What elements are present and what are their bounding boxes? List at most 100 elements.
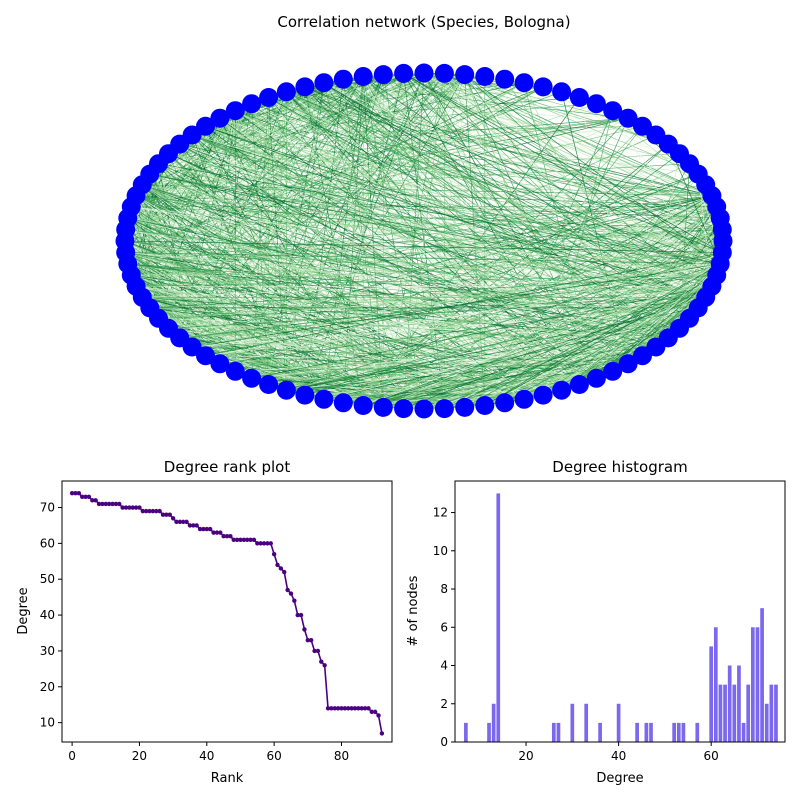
rank-point (123, 505, 129, 510)
network-edge (205, 252, 723, 357)
network-edge (444, 73, 713, 197)
rank-point (143, 508, 149, 514)
rank-y-tick-label: 70 (40, 501, 55, 515)
rank-plot-title: Degree rank plot (164, 458, 291, 476)
network-edge (127, 217, 669, 339)
network-edge (251, 285, 712, 379)
network-node (373, 65, 393, 85)
rank-point (305, 637, 311, 643)
network-edge (127, 263, 656, 348)
network-panel: Correlation network (Species, Bologna) (115, 13, 733, 419)
hist-bar (496, 493, 501, 742)
network-node (495, 69, 515, 89)
rank-point (245, 537, 250, 542)
network-edge (444, 263, 721, 409)
rank-x-tick-label: 80 (334, 749, 349, 763)
rank-y-tick-label: 60 (40, 536, 55, 550)
hist-bar (755, 627, 760, 742)
network-edge (136, 274, 717, 287)
network-edge (403, 73, 721, 265)
network-node (242, 94, 262, 114)
network-node (276, 380, 296, 400)
rank-point (319, 659, 324, 664)
rank-x-tick-label: 0 (68, 749, 76, 763)
rank-y-tick-label: 10 (40, 716, 55, 730)
rank-point (164, 512, 169, 517)
rank-x-tick-label: 40 (199, 749, 214, 763)
rank-point (379, 731, 385, 736)
network-edge (192, 346, 629, 365)
network-edge (168, 153, 580, 385)
rank-point (187, 523, 193, 528)
network-edge (363, 252, 723, 406)
network-edge (251, 103, 690, 319)
hist-bar (676, 722, 681, 742)
network-edge (124, 240, 723, 253)
rank-point (349, 706, 354, 711)
network-edge (286, 91, 721, 265)
network-node (259, 88, 279, 107)
network-node (225, 101, 245, 121)
network-edge (403, 73, 723, 253)
hist-bar (649, 722, 653, 742)
network-edge (192, 252, 723, 348)
hist-bar (713, 627, 718, 742)
network-edge (383, 74, 706, 298)
hist-bar (681, 722, 686, 742)
network-node (434, 63, 454, 83)
rank-point (329, 706, 334, 711)
network-edge (383, 74, 613, 372)
rank-point (147, 508, 152, 514)
rank-point (322, 663, 327, 668)
network-edge (205, 285, 712, 357)
network-edge (168, 263, 721, 329)
hist-bar (570, 703, 575, 742)
network-node (295, 77, 315, 97)
network-node (259, 375, 279, 394)
network-edge (219, 263, 721, 365)
rank-point (127, 505, 132, 510)
network-edge (251, 296, 706, 379)
network-node (394, 63, 414, 83)
network-edge (131, 274, 269, 385)
hist-bar (695, 722, 700, 742)
network-edge (131, 274, 690, 319)
rank-point (356, 706, 361, 711)
network-edge (191, 134, 706, 298)
histogram-ticks: 20 40 60 0 2 4 6 8 10 12 (433, 506, 719, 763)
network-node (314, 389, 334, 409)
rank-point (332, 706, 337, 711)
rank-point (346, 706, 351, 711)
network-edge (268, 97, 713, 287)
hist-bar (750, 627, 755, 742)
rank-point (238, 537, 243, 542)
network-node (475, 396, 495, 415)
rank-y-tick-label: 20 (40, 680, 55, 694)
network-node (552, 380, 572, 400)
rank-point (133, 505, 139, 510)
network-node (455, 397, 475, 417)
hist-bar (709, 646, 714, 742)
hist-bar (464, 722, 468, 742)
rank-point (228, 534, 233, 539)
rank-point (194, 523, 199, 528)
rank-point (366, 706, 371, 711)
rank-plot-ticks: 0 20 40 60 80 10 20 30 40 50 60 70 (40, 501, 349, 763)
network-edge (561, 263, 721, 391)
network-edges (124, 72, 724, 410)
rank-point (177, 519, 183, 525)
hist-y-tick-label: 10 (433, 544, 448, 558)
network-edge (205, 217, 721, 357)
network-node (712, 243, 732, 262)
network-edge (125, 252, 721, 265)
network-edge (523, 274, 717, 400)
rank-plot-area (69, 490, 385, 736)
network-edge (542, 286, 713, 396)
network-edge (158, 317, 669, 339)
rank-point (150, 508, 156, 514)
rank-point (285, 587, 290, 593)
network-edge (205, 125, 717, 276)
network-node (225, 361, 245, 381)
rank-point (278, 566, 284, 571)
network-node (495, 393, 515, 413)
